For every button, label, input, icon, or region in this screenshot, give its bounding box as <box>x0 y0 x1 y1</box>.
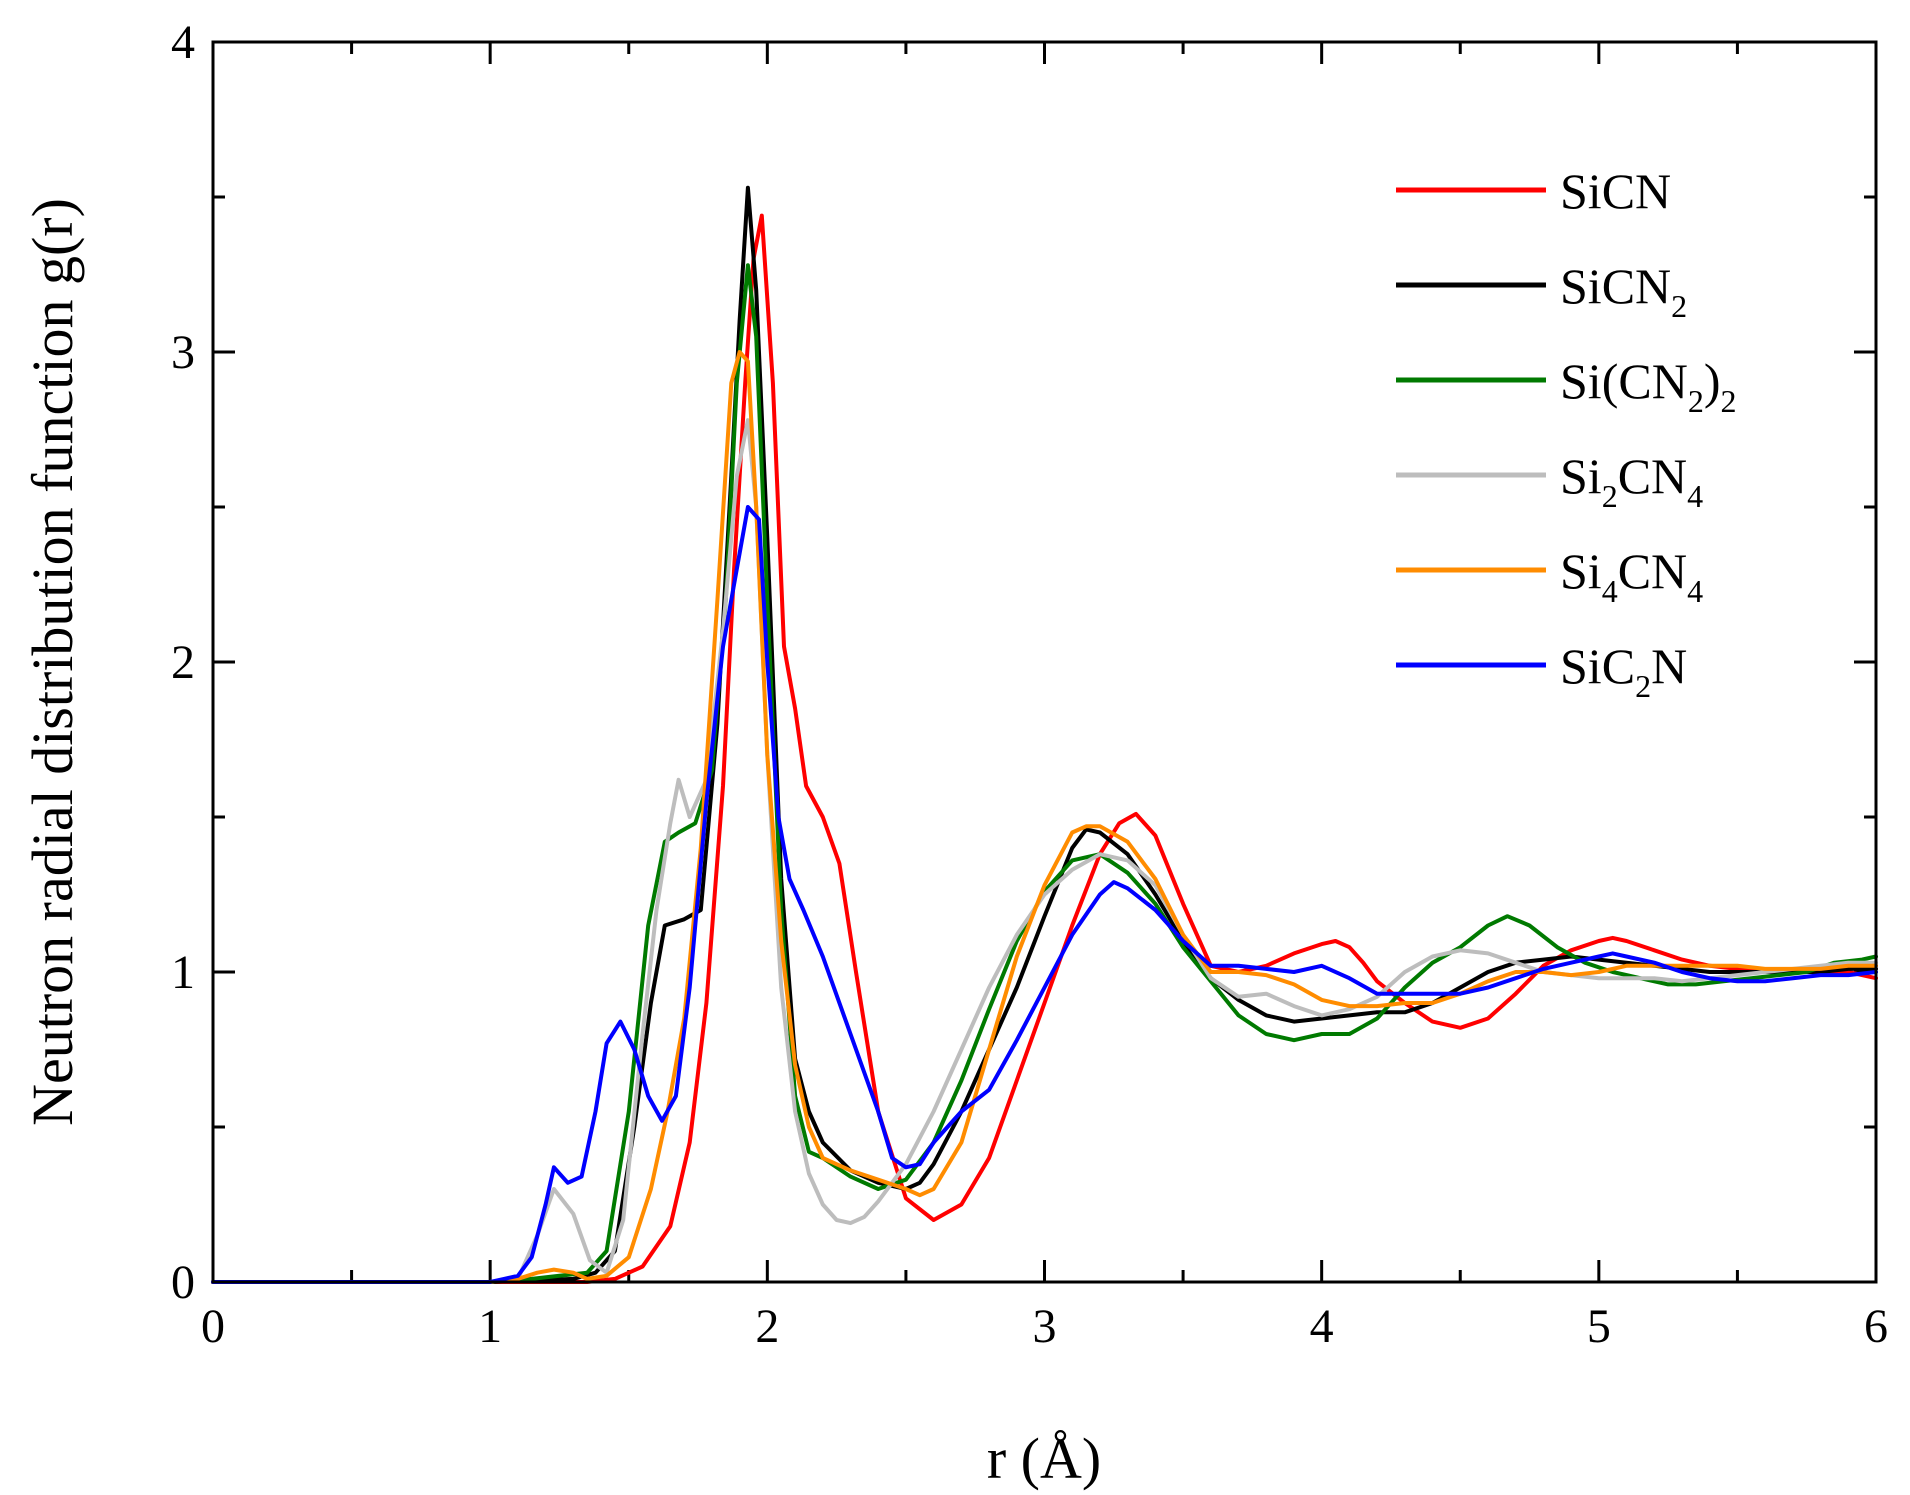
legend-label-text: ) <box>1704 353 1721 409</box>
legend-label-text: CN <box>1618 543 1687 599</box>
legend-label-subscript: 2 <box>1671 288 1687 324</box>
series-line-sicn2 <box>211 185 1878 1284</box>
series-line-si4cn4 <box>211 350 1878 1284</box>
legend-label-text: SiCN <box>1560 163 1671 219</box>
legend-label: SiC2N <box>1560 638 1687 704</box>
y-axis-title: Neutron radial distribution function g(r… <box>20 198 85 1126</box>
legend-label-text: Si <box>1560 543 1602 599</box>
legend-label: SiCN <box>1560 163 1671 219</box>
x-tick-label: 2 <box>755 1300 779 1353</box>
legend-label: Si4CN4 <box>1560 543 1703 609</box>
plot-frame <box>211 40 1878 1284</box>
legend-label-subscript: 2 <box>1602 478 1618 514</box>
legend-label: Si(CN2)2 <box>1560 353 1736 419</box>
y-tick-label: 1 <box>171 946 195 999</box>
legend-label-subscript: 2 <box>1688 383 1704 419</box>
y-tick-labels: 0 1 2 3 4 <box>171 16 195 1309</box>
x-axis-title: r (Å) <box>987 1426 1101 1491</box>
legend-label-text: SiC <box>1560 638 1635 694</box>
y-tick-label: 0 <box>171 1256 195 1309</box>
x-tick-label: 3 <box>1033 1300 1057 1353</box>
legend-label-subscript: 2 <box>1720 383 1736 419</box>
legend-label-text: Si(CN <box>1560 353 1688 409</box>
y-tick-label: 2 <box>171 636 195 689</box>
x-tick-label: 0 <box>201 1300 225 1353</box>
legend-label-subscript: 4 <box>1687 573 1703 609</box>
series-line-sicn <box>211 213 1878 1284</box>
x-tick-label: 4 <box>1310 1300 1334 1353</box>
legend-label-text: SiCN <box>1560 258 1671 314</box>
legend-label-subscript: 4 <box>1687 478 1703 514</box>
legend-label: Si2CN4 <box>1560 448 1703 514</box>
legend-label-subscript: 4 <box>1602 573 1618 609</box>
legend-label-subscript: 2 <box>1635 668 1651 704</box>
legend-label-text: N <box>1651 638 1687 694</box>
x-tick-label: 5 <box>1587 1300 1611 1353</box>
x-tick-labels: 0 1 2 3 4 5 6 <box>201 1300 1888 1353</box>
x-tick-label: 1 <box>478 1300 502 1353</box>
series-line-si-cn2-2 <box>211 263 1878 1284</box>
legend-label-text: Si <box>1560 448 1602 504</box>
y-tick-label: 4 <box>171 16 195 69</box>
x-tick-label: 6 <box>1864 1300 1888 1353</box>
series-line-sic2n <box>211 505 1878 1284</box>
legend-label-text: CN <box>1618 448 1687 504</box>
legend-label: SiCN2 <box>1560 258 1687 324</box>
series-lines <box>211 185 1878 1284</box>
series-line-si2cn4 <box>211 418 1878 1284</box>
y-tick-label: 3 <box>171 326 195 379</box>
